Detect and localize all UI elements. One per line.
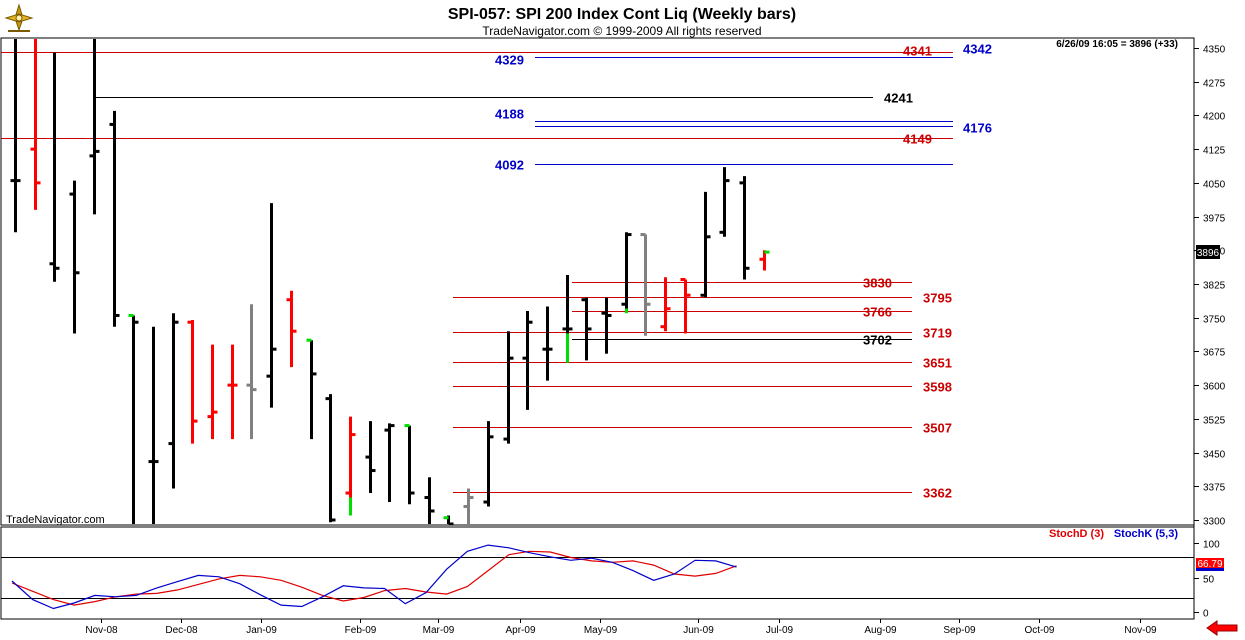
level-label-3766: 3766 <box>863 305 892 320</box>
price-tick-label: 3675 <box>1203 348 1226 359</box>
time-tick-label: Oct-09 <box>1024 625 1054 636</box>
price-tick-label: 3825 <box>1203 281 1226 292</box>
level-label-3702: 3702 <box>863 333 892 348</box>
compass-logo-icon[interactable] <box>2 2 36 34</box>
time-tick-label: Feb-09 <box>345 625 377 636</box>
time-tick-label: Sep-09 <box>943 625 976 636</box>
time-tick-label: Nov-08 <box>85 625 118 636</box>
stoch-tick-label: 100 <box>1203 540 1220 551</box>
level-label-4342: 4342 <box>963 42 992 57</box>
price-bars <box>10 39 770 526</box>
legend-stoch-d: StochD (3) <box>1049 528 1104 540</box>
price-axis: 4350427542004125405039753900382537503675… <box>1194 45 1226 528</box>
time-tick-label: Apr-09 <box>505 625 535 636</box>
time-tick-label: Dec-08 <box>165 625 198 636</box>
time-tick-label: Jul-09 <box>766 625 794 636</box>
stoch-tick-label: 0 <box>1203 609 1209 620</box>
stochastic-panel[interactable] <box>0 526 1195 620</box>
time-tick-label: Jan-09 <box>246 625 277 636</box>
price-tick-label: 3975 <box>1203 214 1226 225</box>
level-label-4341: 4341 <box>903 44 932 59</box>
level-label-3830: 3830 <box>863 276 892 291</box>
time-axis: Nov-08 Dec-08 Jan-09 Feb-09 Mar-09 Apr-09 May-… <box>85 619 1157 636</box>
level-label-3651: 3651 <box>923 356 952 371</box>
price-tick-label: 3450 <box>1203 450 1226 461</box>
level-label-4329: 4329 <box>495 53 524 68</box>
stoch-value-tag <box>1196 558 1224 568</box>
level-label-4176: 4176 <box>963 121 992 136</box>
price-tick-label: 4350 <box>1203 45 1226 56</box>
time-tick-label: May-09 <box>584 625 618 636</box>
price-tick-label: 4125 <box>1203 146 1226 157</box>
last-quote-text: 6/26/09 16:05 = 3896 (+33) <box>1056 39 1178 50</box>
support-resistance-levels: 4342 4341 4329 4241 4188 4176 4149 4092 3830 3795… <box>1 42 992 501</box>
stoch-d-line <box>11 550 737 606</box>
level-label-4241: 4241 <box>884 91 913 106</box>
price-tick-label: 3525 <box>1203 416 1226 427</box>
price-tick-label: 4275 <box>1203 79 1226 90</box>
price-tick-label: 4050 <box>1203 180 1226 191</box>
price-panel[interactable] <box>0 37 1195 526</box>
time-tick-label: Mar-09 <box>423 625 455 636</box>
time-tick-label: Aug-09 <box>864 625 897 636</box>
copyright-text: TradeNavigator.com © 1999-2009 All right… <box>482 24 761 38</box>
legend-stoch-k: StochK (5,3) <box>1114 528 1179 540</box>
stoch-k-value-tag <box>1196 568 1224 571</box>
price-tick-label: 3750 <box>1203 315 1226 326</box>
chart-title: SPI-057: SPI 200 Index Cont Liq (Weekly … <box>448 6 796 23</box>
level-label-4188: 4188 <box>495 107 524 122</box>
price-tick-label: 3375 <box>1203 483 1226 494</box>
stoch-value-label: 66.79 <box>1197 559 1222 570</box>
level-label-3362: 3362 <box>923 486 952 501</box>
level-label-3598: 3598 <box>923 380 952 395</box>
last-price-tag <box>1196 245 1220 259</box>
stoch-tick-label: 50 <box>1203 575 1215 586</box>
price-tick-label: 3600 <box>1203 382 1226 393</box>
last-price-label: 3896 <box>1197 248 1220 259</box>
level-label-4092: 4092 <box>495 158 524 173</box>
level-label-3507: 3507 <box>923 421 952 436</box>
stochastic-lines: 100 50 0 66.79 <box>1 540 1224 620</box>
price-tick-label: 4200 <box>1203 112 1226 123</box>
level-label-4149: 4149 <box>903 132 932 147</box>
time-tick-label: Jun-09 <box>683 625 714 636</box>
level-label-3795: 3795 <box>923 291 952 306</box>
level-label-3719: 3719 <box>923 326 952 341</box>
watermark-text: TradeNavigator.com <box>6 514 105 526</box>
time-tick-label: Nov-09 <box>1124 625 1157 636</box>
price-tick-label: 3300 <box>1203 517 1226 528</box>
scroll-left-arrow-icon[interactable] <box>1206 620 1238 636</box>
stoch-k-line <box>11 544 737 610</box>
